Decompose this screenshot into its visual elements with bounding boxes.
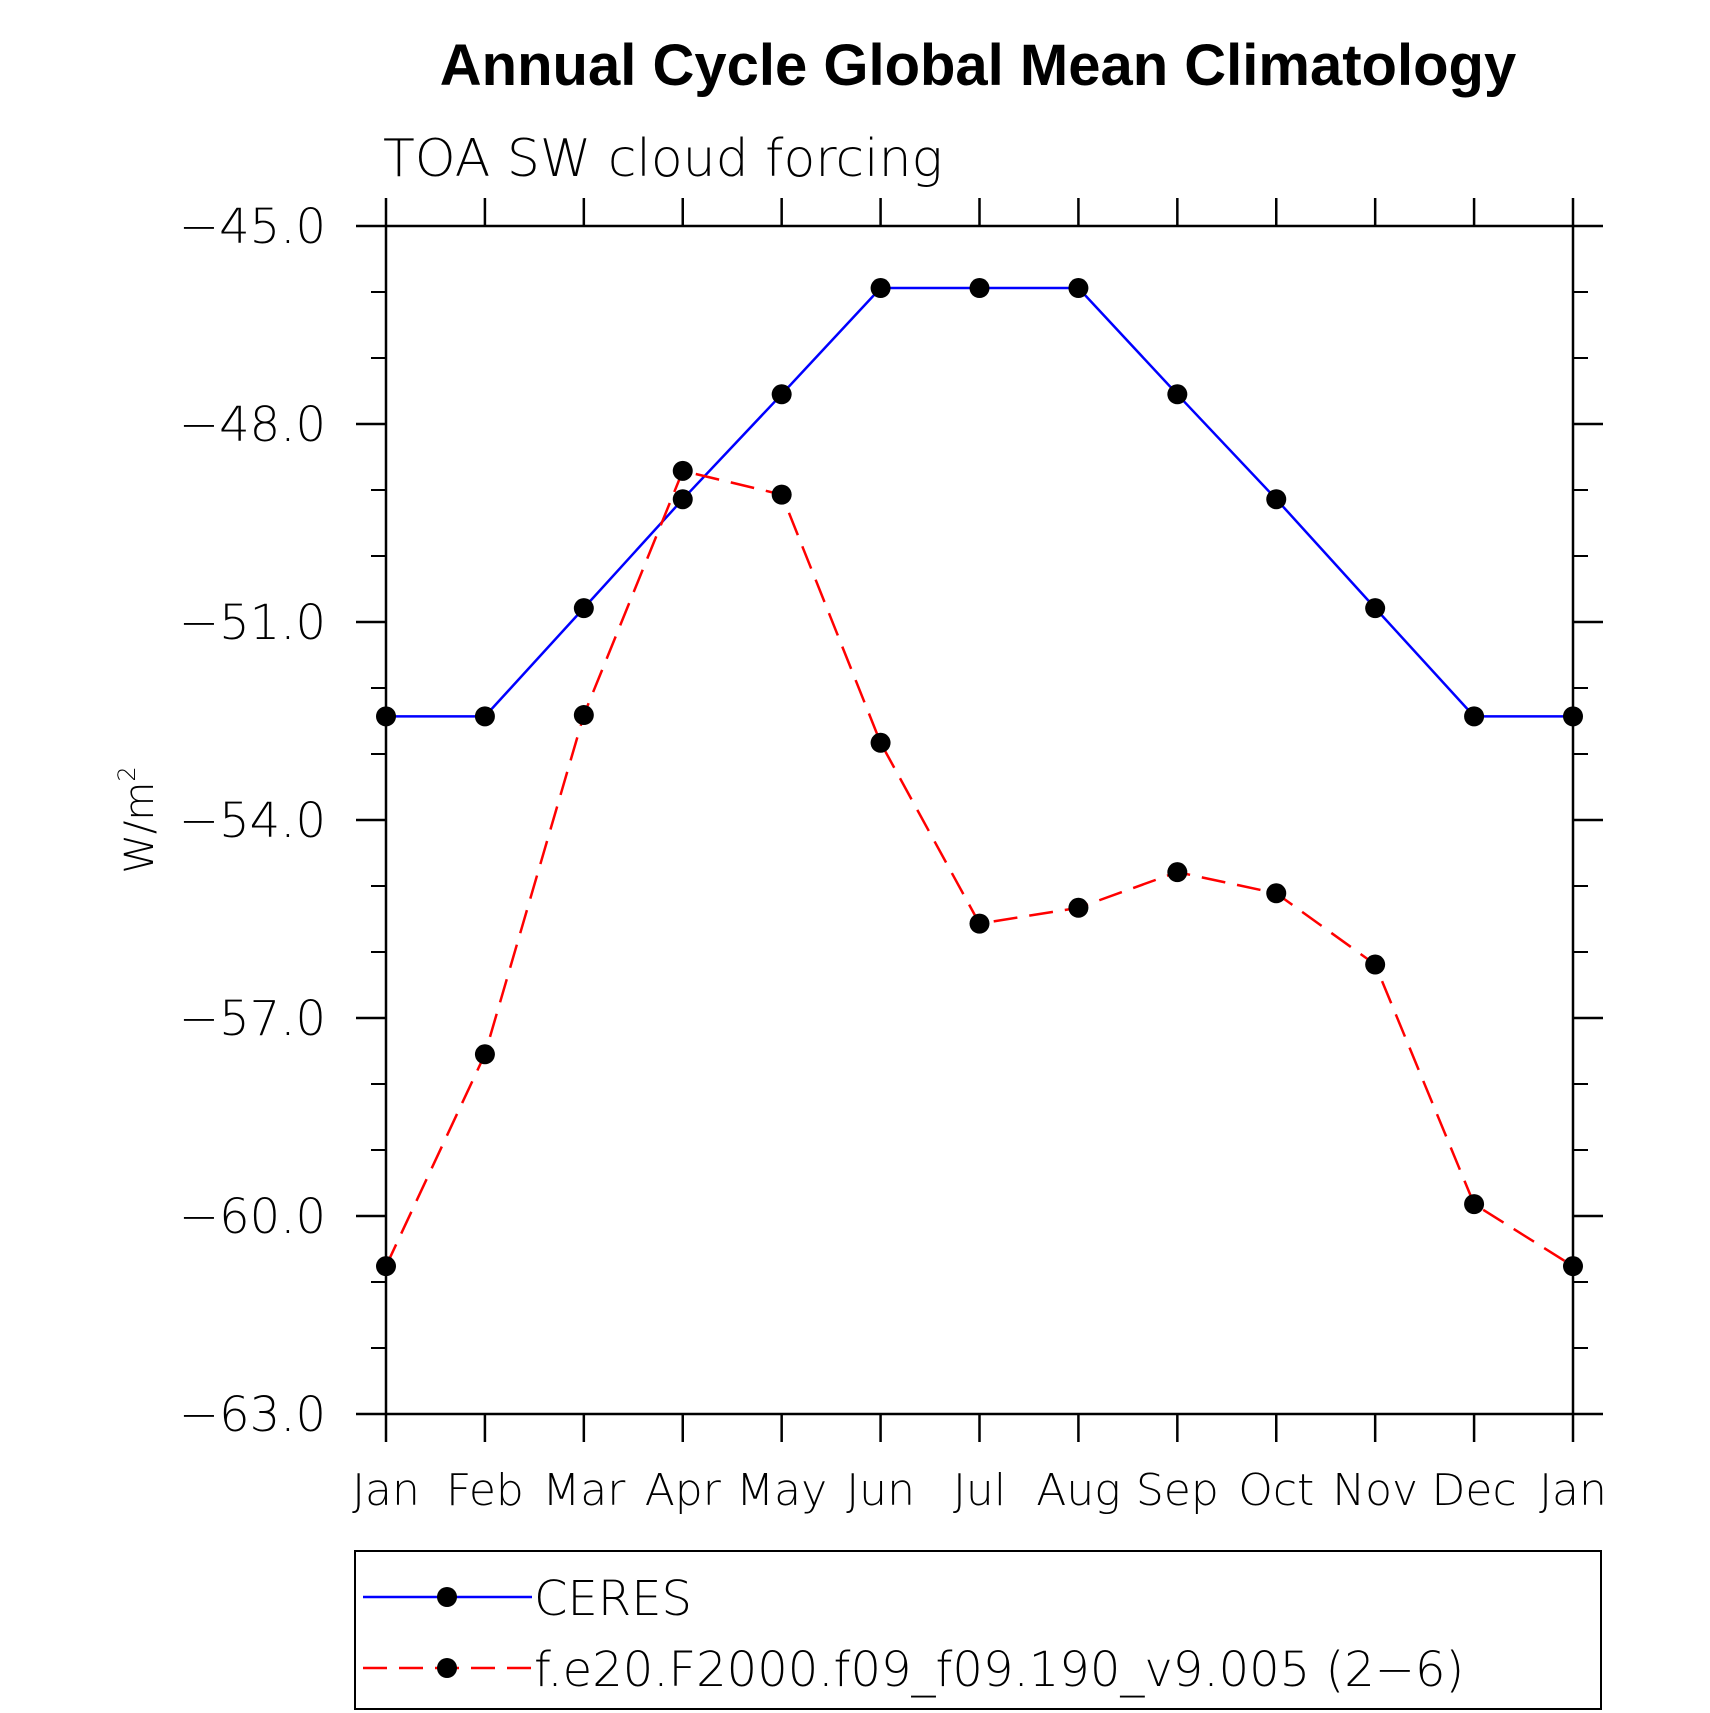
series-1-point — [1464, 1194, 1485, 1215]
legend-box — [354, 1550, 1602, 1710]
x-tick-labels: Jan Feb Mar Apr May Jun Jul Aug Sep Oct Nov Dec Jan — [352, 1465, 1607, 1516]
y-axis-label-text: W/m — [117, 782, 163, 874]
series-0-point — [1266, 489, 1287, 510]
legend: CERES f.e20.F2000.f09_f09.190_v9.005 (2−… — [354, 1550, 1602, 1710]
series-1-point — [573, 705, 594, 726]
x-tick-label: Jan — [352, 1465, 420, 1516]
series-0-point — [771, 384, 792, 405]
series-0-point — [1068, 278, 1089, 299]
series-0-point — [573, 598, 594, 619]
y-tick-label: −63.0 — [179, 1387, 326, 1443]
series-1-point — [474, 1044, 495, 1065]
series-1-point — [1266, 883, 1287, 904]
legend-marker-ceres — [437, 1587, 457, 1607]
legend-marker-model — [437, 1658, 457, 1678]
x-tick-label: Nov — [1332, 1465, 1418, 1516]
series-1-point — [1563, 1256, 1583, 1277]
x-tick-label: Jul — [953, 1465, 1006, 1516]
x-tick-label: Aug — [1036, 1465, 1120, 1516]
x-tick-label: May — [736, 1465, 827, 1516]
series-1-point — [1365, 954, 1386, 975]
y-axis-label: W/m2 — [113, 766, 163, 873]
y-tick-label: −60.0 — [179, 1189, 326, 1245]
series-0-point — [376, 706, 396, 727]
series-1-point — [672, 460, 693, 481]
series-0-point — [672, 489, 693, 510]
y-tick-label: −48.0 — [179, 397, 326, 453]
series-0-point — [1365, 598, 1386, 619]
y-tick-label: −54.0 — [179, 793, 326, 849]
y-tick-label: −51.0 — [179, 595, 326, 651]
axis-ticks — [356, 198, 1603, 1442]
svg-text:W/m2: W/m2 — [113, 766, 163, 873]
series-1-point — [1167, 862, 1188, 883]
y-tick-label: −45.0 — [179, 199, 326, 255]
series-layer — [376, 278, 1583, 1277]
plot-frame — [384, 224, 1575, 1416]
series-0-point — [1464, 706, 1485, 727]
legend-label-ceres: CERES — [534, 1571, 692, 1627]
x-tick-label: Sep — [1136, 1465, 1219, 1516]
x-tick-label: Jan — [1539, 1465, 1607, 1516]
x-tick-label: Apr — [645, 1465, 722, 1516]
y-tick-labels: −45.0 −48.0 −51.0 −54.0 −57.0 −60.0 −63.0 — [179, 199, 326, 1443]
series-line-1 — [384, 469, 1574, 1268]
x-tick-label: Dec — [1432, 1465, 1517, 1516]
y-axis-label-superscript: 2 — [113, 766, 141, 781]
series-0-point — [1563, 706, 1583, 727]
chart-title: Annual Cycle Global Mean Climatology — [440, 33, 1516, 98]
x-tick-label: Jun — [846, 1465, 915, 1516]
series-0-point — [474, 706, 495, 727]
series-0-point — [870, 278, 891, 299]
series-line-0 — [386, 286, 1573, 718]
y-tick-label: −57.0 — [179, 991, 326, 1047]
series-1-point — [969, 913, 990, 934]
series-1-point — [376, 1256, 396, 1277]
series-0-point — [1167, 384, 1188, 405]
x-tick-label: Feb — [446, 1465, 524, 1516]
x-tick-label: Mar — [542, 1465, 626, 1516]
series-1-point — [1068, 897, 1089, 918]
legend-label-model: f.e20.F2000.f09_f09.190_v9.005 (2−6) — [534, 1642, 1464, 1698]
series-0-point — [969, 278, 990, 299]
series-1-point — [870, 732, 891, 753]
series-1-point — [771, 484, 792, 505]
x-tick-label: Oct — [1238, 1465, 1314, 1516]
chart-subtitle: TOA SW cloud forcing — [383, 129, 943, 189]
